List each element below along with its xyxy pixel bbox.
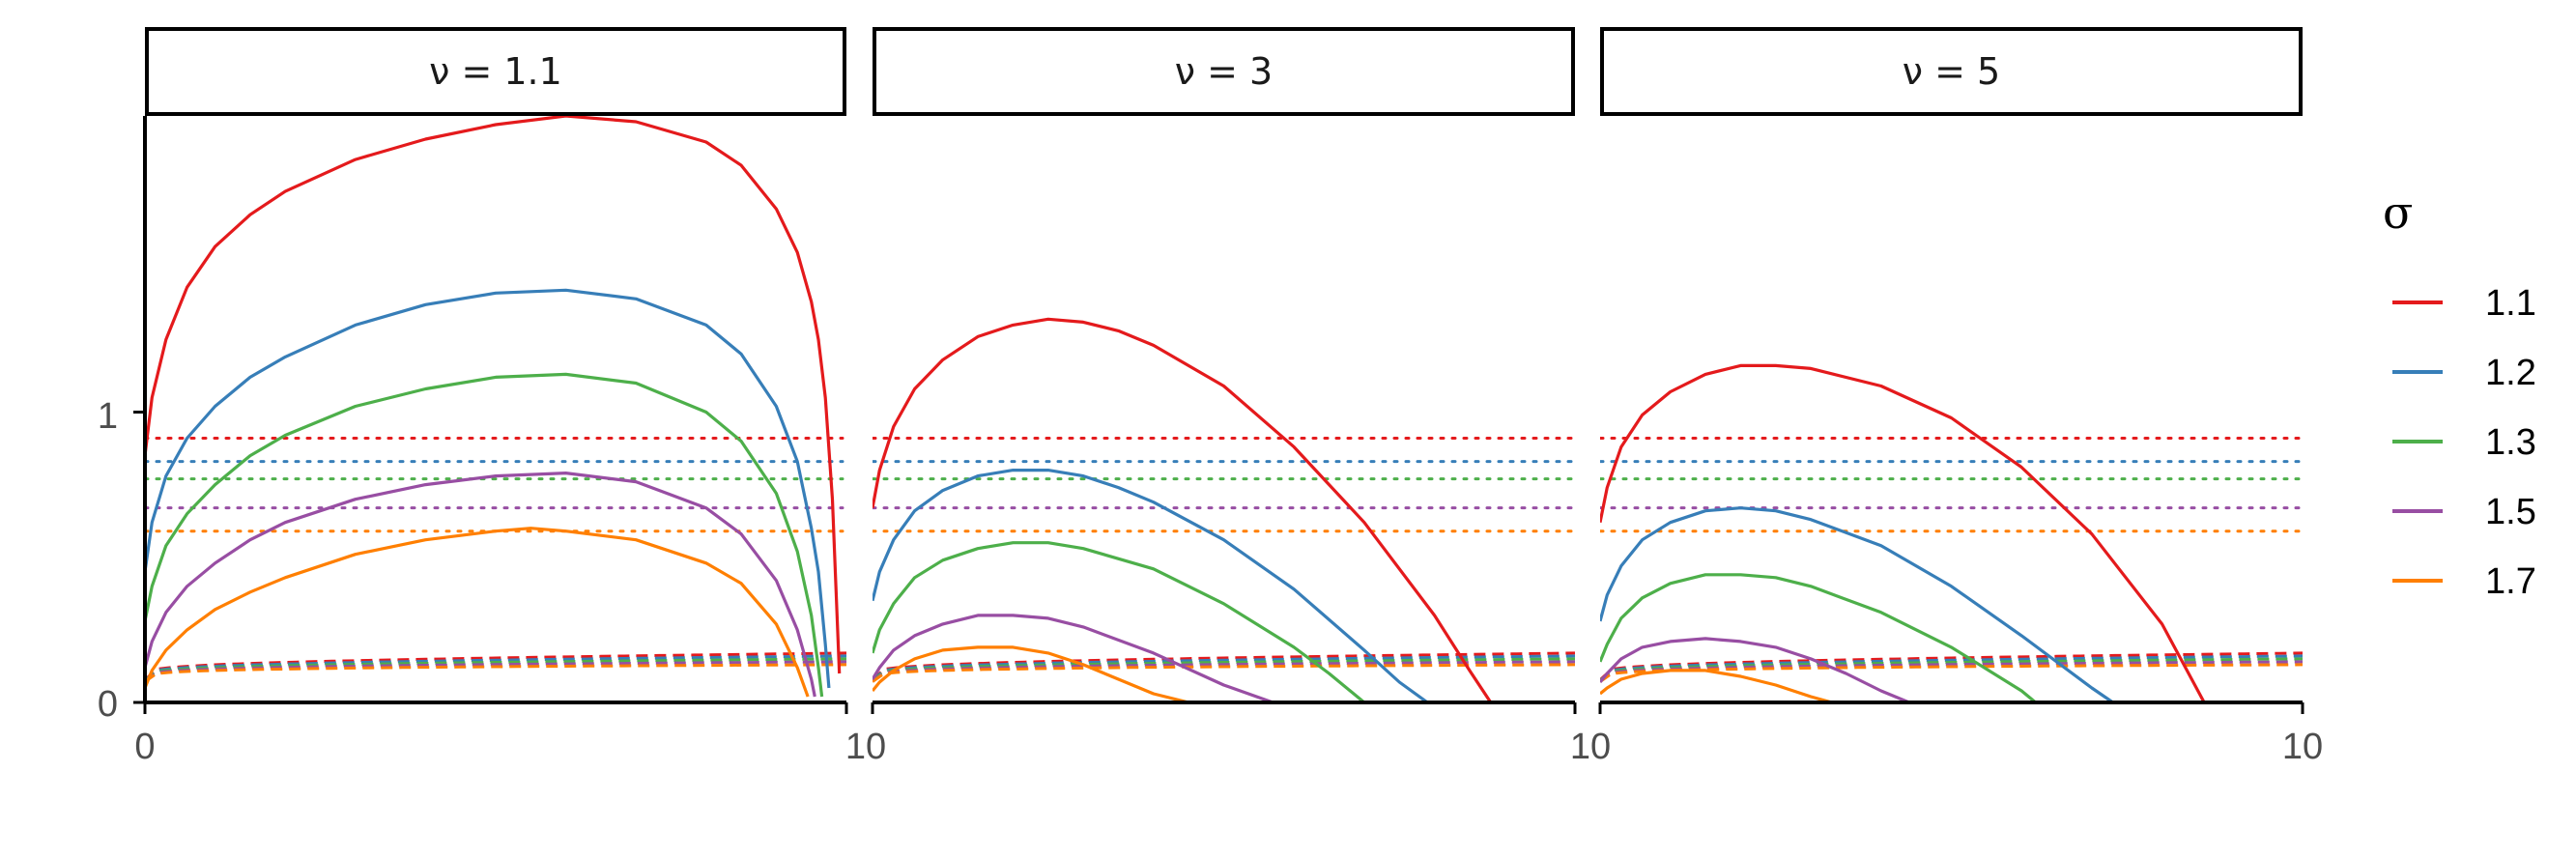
plot-area-1 (873, 317, 1575, 702)
dashed-line-sigma-1.1 (1600, 651, 2303, 681)
legend-label-1.2: 1.2 (2485, 353, 2536, 393)
x-tick-label-0: 0 (134, 727, 155, 767)
x-tick-label-1: 10 (845, 727, 886, 767)
facet-strip-0 (145, 27, 846, 116)
solid-line-sigma-1.2 (873, 469, 1429, 702)
solid-line-sigma-1.5 (145, 472, 816, 698)
panels-layer: ν = 1.1 ν = 3 ν = 5 (133, 27, 2304, 714)
legend-label-1.5: 1.5 (2485, 492, 2536, 532)
legend-label-1.1: 1.1 (2485, 283, 2536, 324)
dashed-line-sigma-1.5 (145, 660, 846, 683)
facet-strip-label-0: ν = 1.1 (429, 50, 562, 93)
x-tick-label-3: 10 (2282, 727, 2323, 767)
dashed-line-sigma-1.2 (1600, 654, 2303, 682)
legend: σ 1.1 1.2 1.3 1.5 1.7 (2383, 186, 2536, 602)
solid-line-sigma-1.1 (145, 116, 842, 674)
facet-strip-1 (873, 27, 1575, 116)
solid-line-sigma-1.5 (873, 614, 1274, 702)
plot-area-2 (1600, 363, 2303, 702)
solid-line-sigma-1.3 (145, 372, 824, 698)
facet-panel-1: ν = 3 (871, 27, 1577, 714)
facet-strip-2 (1600, 27, 2303, 116)
dashed-line-sigma-1.2 (145, 654, 846, 682)
solid-line-sigma-1.3 (1600, 573, 2037, 702)
solid-line-sigma-1.7 (1600, 669, 1833, 702)
legend-title: σ (2383, 186, 2413, 239)
legend-label-1.7: 1.7 (2485, 561, 2536, 602)
solid-line-sigma-1.2 (1600, 506, 2114, 702)
legend-label-1.3: 1.3 (2485, 422, 2536, 463)
solid-line-sigma-1.1 (1600, 363, 2206, 702)
solid-line-sigma-1.2 (145, 288, 831, 689)
y-tick-label-1: 1 (98, 396, 118, 437)
dashed-line-sigma-1.5 (873, 660, 1575, 683)
plot-area-0 (145, 116, 846, 698)
dashed-line-sigma-1.3 (1600, 657, 2303, 682)
facet-strip-label-1: ν = 3 (1175, 50, 1273, 93)
dashed-line-sigma-1.1 (145, 651, 846, 681)
axes-layer: 1 0 0 10 10 10 (98, 396, 2323, 767)
dashed-line-sigma-1.3 (873, 657, 1575, 682)
facet-panel-0: ν = 1.1 (133, 27, 848, 714)
facet-strip-label-2: ν = 5 (1903, 50, 2000, 93)
x-tick-label-2: 10 (1570, 727, 1611, 767)
dashed-line-sigma-1.3 (145, 657, 846, 682)
solid-line-sigma-1.7 (873, 645, 1189, 702)
solid-line-sigma-1.7 (145, 527, 810, 698)
facet-panel-2: ν = 5 (1598, 27, 2304, 714)
dashed-line-sigma-1.7 (873, 663, 1575, 683)
solid-line-sigma-1.1 (873, 317, 1493, 702)
solid-line-sigma-1.3 (873, 541, 1365, 702)
dashed-line-sigma-1.7 (145, 663, 846, 683)
dashed-line-sigma-1.5 (1600, 660, 2303, 683)
y-tick-label-0: 0 (98, 684, 118, 725)
dashed-line-sigma-1.7 (1600, 663, 2303, 683)
solid-line-sigma-1.5 (1600, 637, 1910, 702)
dashed-line-sigma-1.2 (873, 654, 1575, 682)
